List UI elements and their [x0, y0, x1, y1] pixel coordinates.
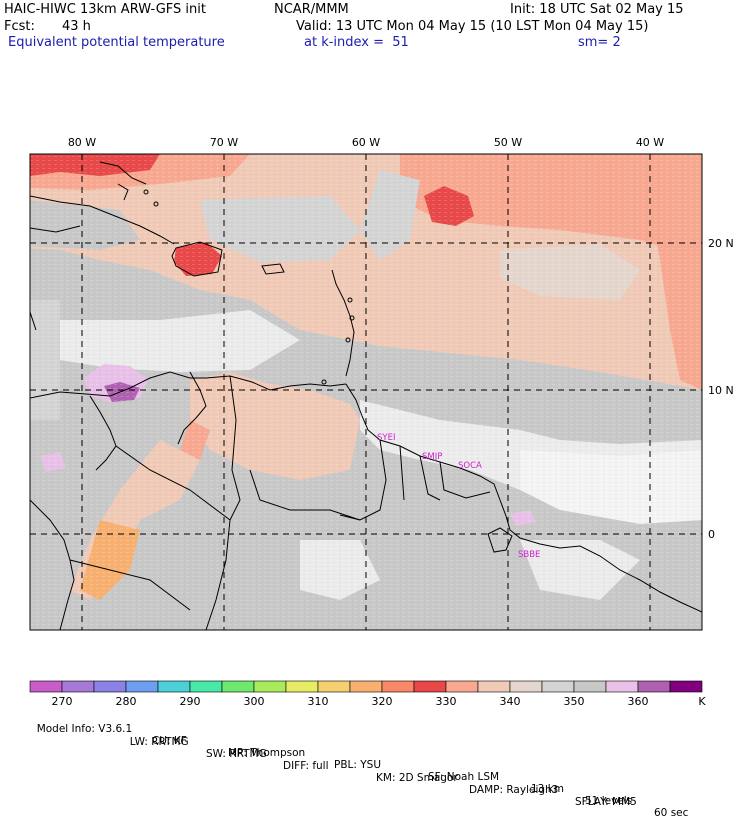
- footer-diff: DIFF: full: [283, 760, 329, 772]
- colorbar-swatch: [157, 680, 191, 693]
- fcst-value: 43 h: [62, 19, 91, 34]
- colorbar-tick-label: 320: [372, 695, 393, 708]
- lat-label-10n: 10 N: [708, 384, 734, 397]
- colorbar-swatch: [637, 680, 671, 693]
- colorbar-swatch: [445, 680, 479, 693]
- station-sbbe: SBBE: [518, 550, 540, 560]
- footer-line-2: LW: RRTMG SW: RRTMG DIFF: full KM: 2D Sm…: [123, 724, 637, 808]
- colorbar-swatch: [61, 680, 95, 693]
- colorbar-tick-label: 280: [116, 695, 137, 708]
- colorbar-tick-label: 330: [436, 695, 457, 708]
- islands: [143, 189, 355, 385]
- lat-label-20n: 20 N: [708, 237, 734, 250]
- colorbar-swatch: [93, 680, 127, 693]
- fcst-label: Fcst:: [4, 19, 35, 34]
- colorbar-swatch: [541, 680, 575, 693]
- lon-label-80w: 80 W: [68, 136, 96, 149]
- colorbar-swatch: [573, 680, 607, 693]
- colorbar-swatch: [253, 680, 287, 693]
- colorbar-swatch: [349, 680, 383, 693]
- footer-pbl: PBL: YSU: [334, 759, 382, 771]
- colorbar-swatch: [285, 680, 319, 693]
- colorbar-swatch: [189, 680, 223, 693]
- colorbar-tick-label: 300: [244, 695, 265, 708]
- station-soca: SOCA: [458, 461, 482, 471]
- graticule: [30, 154, 702, 630]
- center-label: NCAR/MMM: [274, 2, 349, 17]
- colorbar-unit: K: [698, 695, 706, 708]
- theta-e-field: [30, 154, 702, 630]
- colorbar: [29, 680, 703, 693]
- model-title: HAIC-HIWC 13km ARW-GFS init: [4, 2, 206, 17]
- colorbar-tick-label: 360: [628, 695, 649, 708]
- colorbar-swatch: [221, 680, 255, 693]
- coastlines: [30, 161, 702, 630]
- field-name: Equivalent potential temperature: [8, 35, 225, 50]
- level-info: at k-index = 51: [304, 35, 409, 50]
- footer-sflay: SFLAY: MM5: [575, 796, 637, 808]
- footer-km: KM: 2D Smagor: [376, 772, 458, 784]
- colorbar-ticks: 270 280 290 300 310 320 330 340 350 360: [52, 695, 649, 708]
- colorbar-swatch: [413, 680, 447, 693]
- map-figure: 80 W 70 W 60 W 50 W 40 W 20 N 10 N 0 SYE…: [29, 136, 734, 708]
- lon-label-70w: 70 W: [210, 136, 238, 149]
- lat-label-eq: 0: [708, 528, 715, 541]
- colorbar-tick-label: 310: [308, 695, 329, 708]
- colorbar-swatch: [605, 680, 639, 693]
- colorbar-tick-label: 290: [180, 695, 201, 708]
- colorbar-swatch: [381, 680, 415, 693]
- footer-dt: 60 sec: [654, 807, 689, 819]
- colorbar-tick-label: 270: [52, 695, 73, 708]
- lon-label-50w: 50 W: [494, 136, 522, 149]
- lon-label-60w: 60 W: [352, 136, 380, 149]
- lon-label-40w: 40 W: [636, 136, 664, 149]
- station-smjp: SMJP: [422, 452, 442, 462]
- footer-line-1: Model Info: V3.6.1 CU: KF MP: Thompson P…: [30, 711, 689, 819]
- colorbar-swatch: [477, 680, 511, 693]
- footer-lw: LW: RRTMG: [129, 736, 189, 748]
- colorbar-swatch: [669, 680, 703, 693]
- station-syei: SYEI: [377, 433, 395, 443]
- footer-model-info: Model Info: V3.6.1: [36, 723, 133, 735]
- colorbar-tick-label: 350: [564, 695, 585, 708]
- init-time: Init: 18 UTC Sat 02 May 15: [510, 2, 684, 17]
- colorbar-swatch: [29, 680, 63, 693]
- footer-damp: DAMP: Rayleigh3: [469, 784, 559, 796]
- colorbar-tick-label: 340: [500, 695, 521, 708]
- colorbar-swatch: [509, 680, 543, 693]
- map-frame: [29, 153, 703, 631]
- smoothing-info: sm= 2: [578, 35, 621, 50]
- colorbar-swatch: [317, 680, 351, 693]
- valid-time: Valid: 13 UTC Mon 04 May 15 (10 LST Mon …: [296, 19, 649, 34]
- footer-sw: SW: RRTMG: [206, 748, 267, 760]
- colorbar-swatch: [125, 680, 159, 693]
